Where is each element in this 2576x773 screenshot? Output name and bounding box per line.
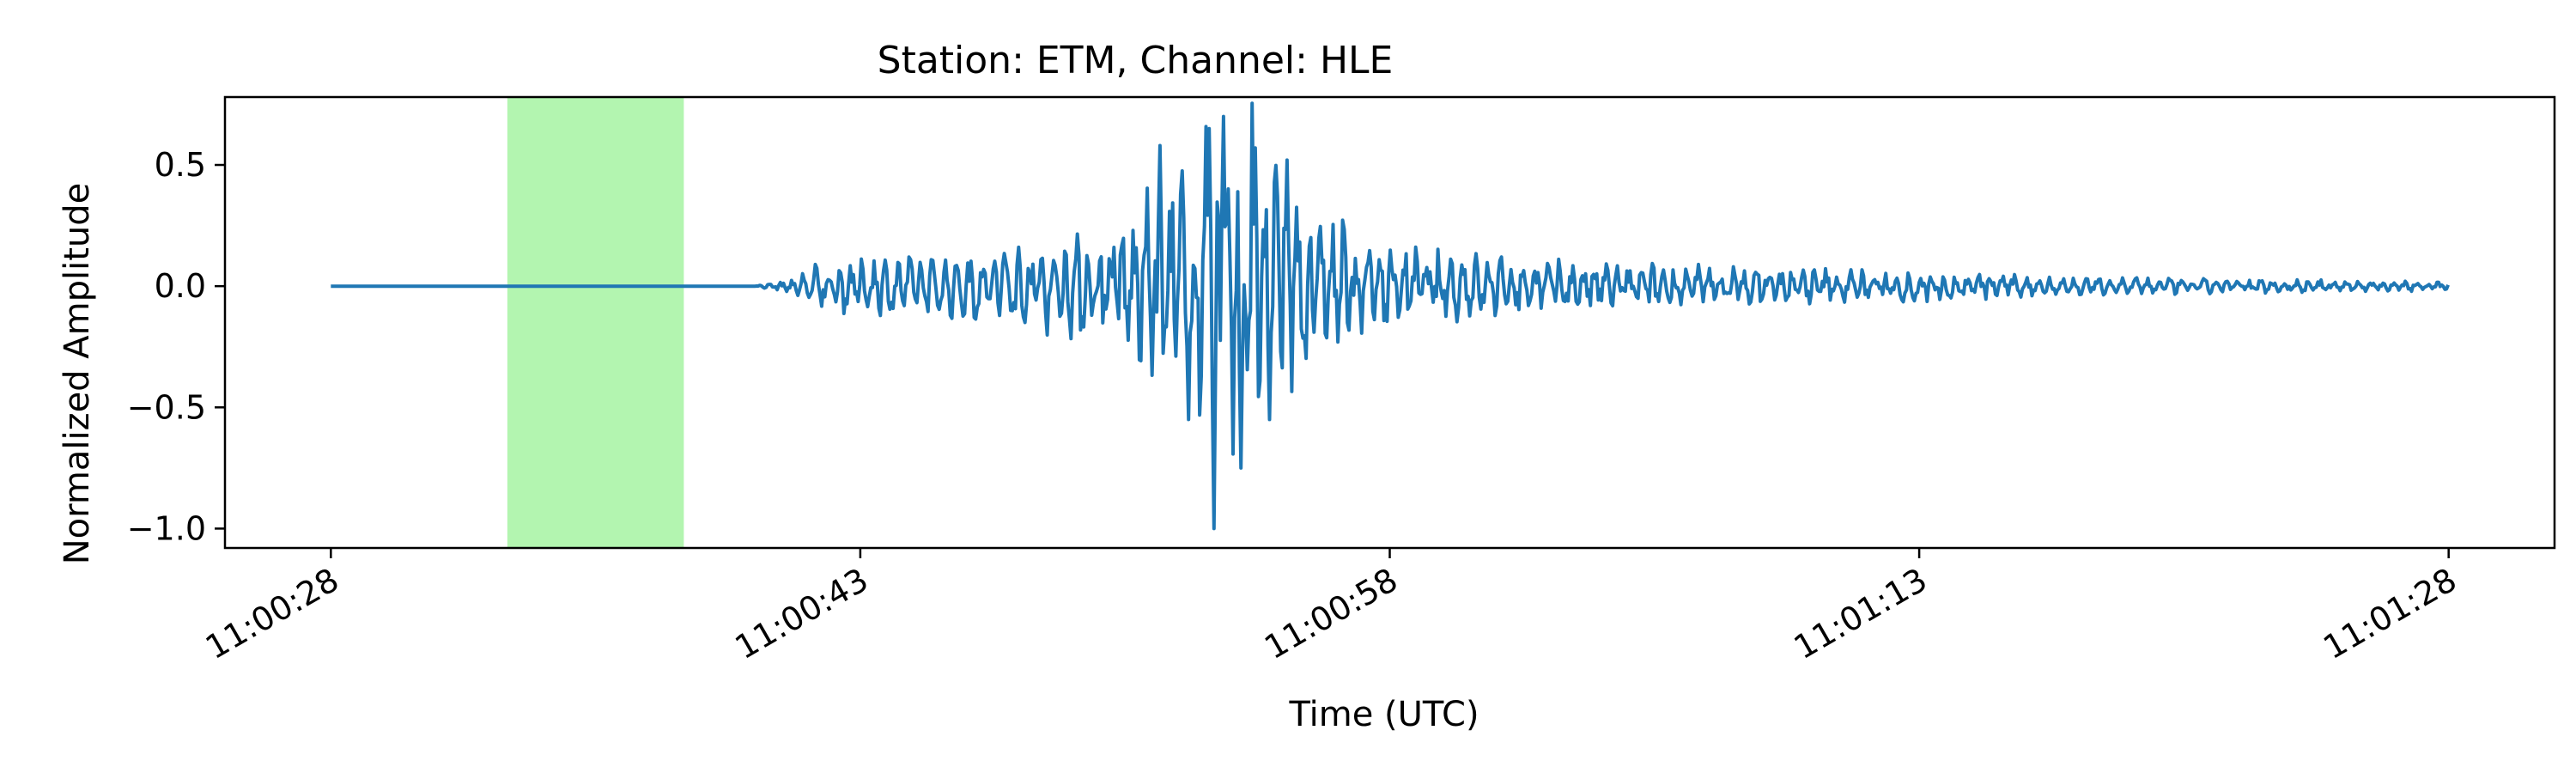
y-tick-label: −1.0 — [127, 509, 206, 547]
waveform-line — [331, 101, 2450, 531]
highlight-span — [507, 97, 684, 548]
y-tick-label: 0.0 — [155, 267, 206, 305]
y-tick-label: −0.5 — [127, 388, 206, 426]
chart-title: Station: ETM, Channel: HLE — [878, 39, 1394, 82]
x-axis-label: Time (UTC) — [1288, 695, 1479, 734]
y-tick-label: 0.5 — [155, 146, 206, 184]
y-axis-label: Normalized Amplitude — [58, 183, 97, 565]
